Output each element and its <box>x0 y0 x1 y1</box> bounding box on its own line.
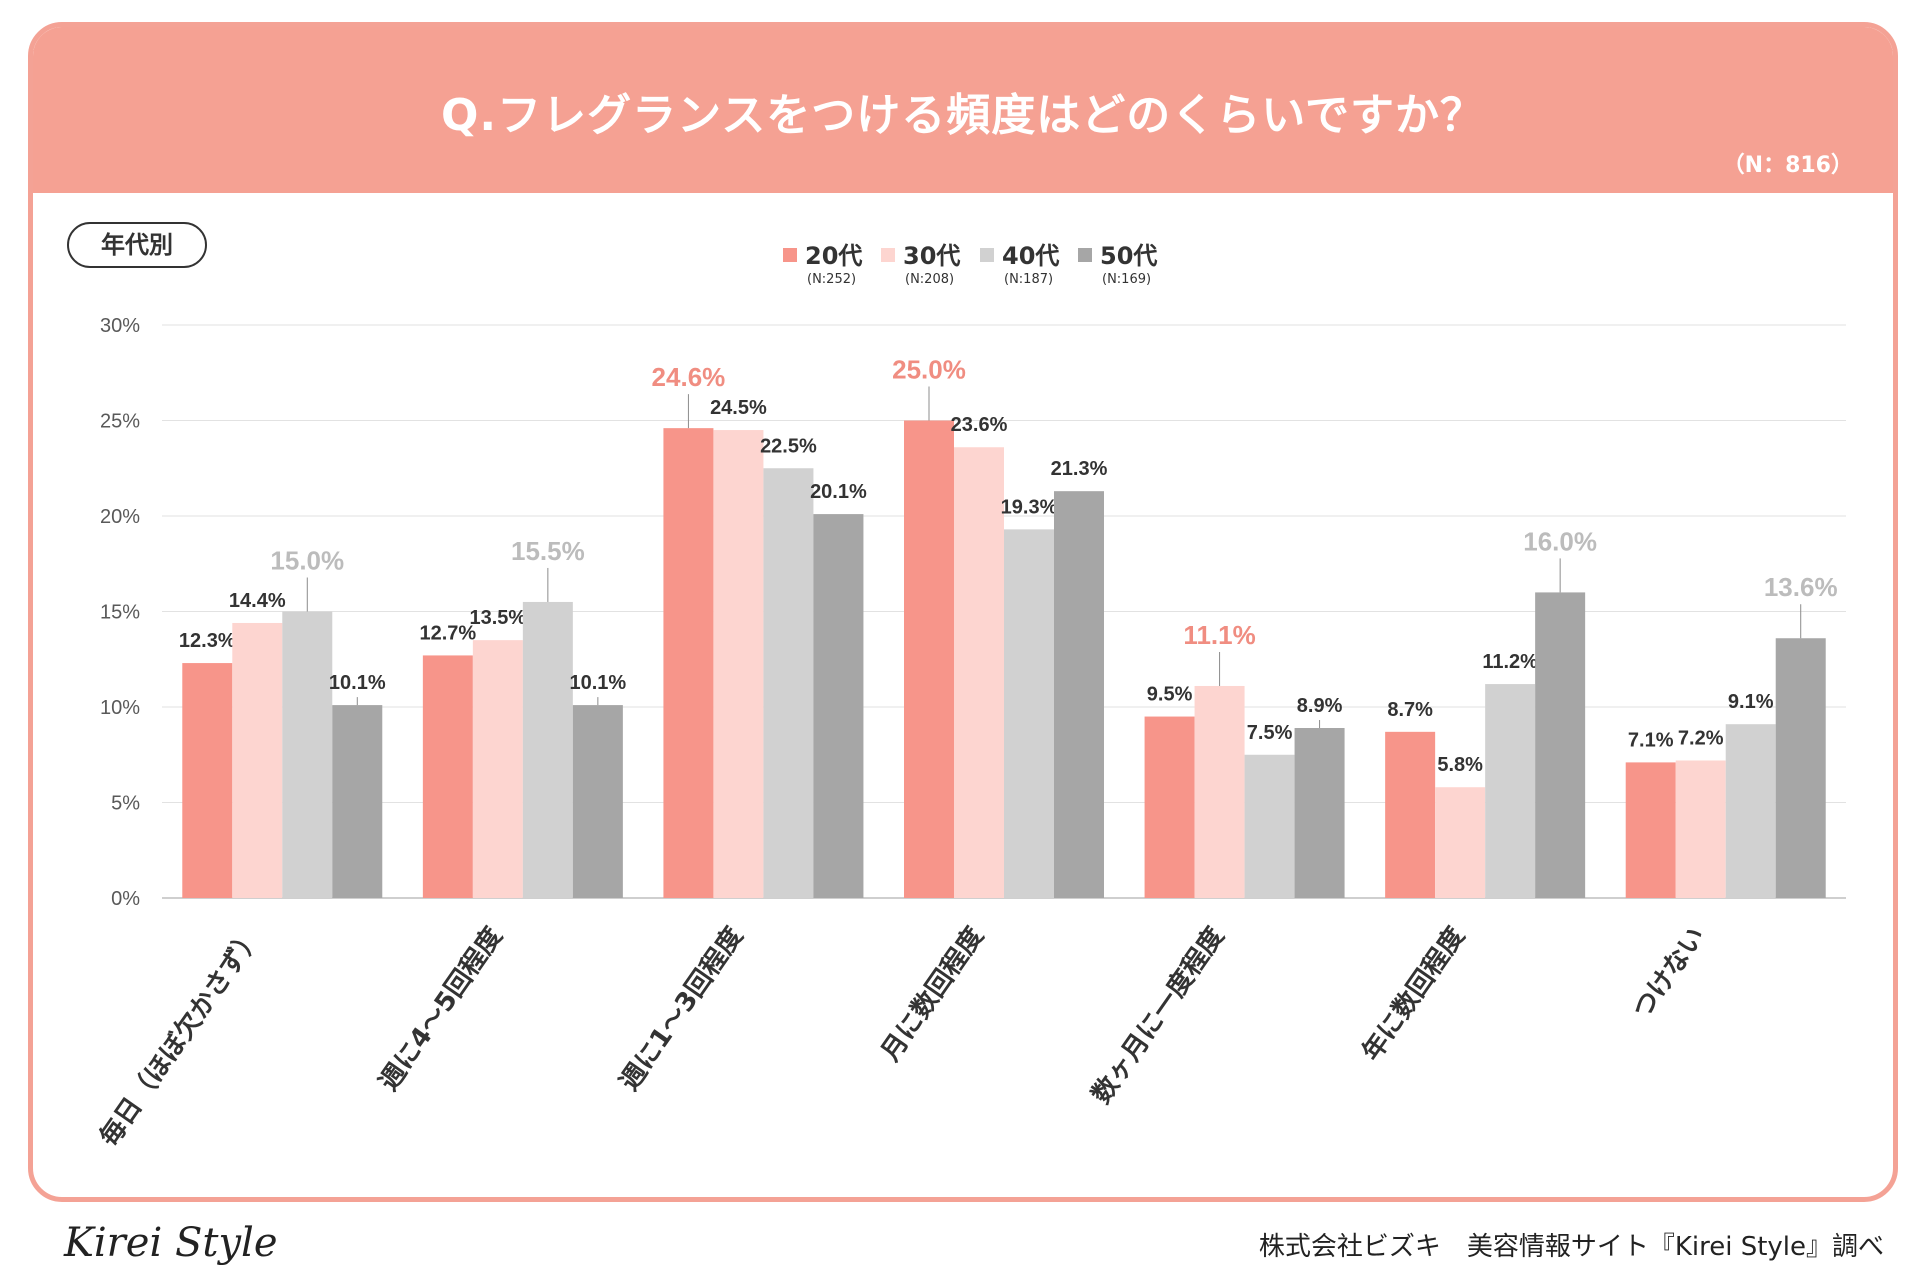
y-tick-label: 20% <box>100 506 140 528</box>
bar <box>1054 491 1104 898</box>
bar <box>954 447 1004 898</box>
bar <box>904 420 954 898</box>
y-tick-label: 5% <box>111 793 140 815</box>
bar <box>1725 724 1776 898</box>
x-category-label: 数ヶ月に一度程度 <box>1086 921 1231 1109</box>
x-category-label: つけない <box>1627 922 1711 1024</box>
bar <box>1294 728 1345 898</box>
bar <box>1435 787 1486 898</box>
highlight-data-label: 11.1% <box>1183 620 1255 650</box>
kirei-style-logo: Kirei Style <box>64 1220 278 1266</box>
x-category-label: 年に数回程度 <box>1356 921 1471 1067</box>
bar <box>1675 760 1726 898</box>
bar <box>472 640 523 898</box>
bar <box>663 428 714 898</box>
data-label: 10.1% <box>329 672 386 694</box>
data-label: 24.5% <box>710 397 767 419</box>
y-tick-label: 25% <box>100 411 140 433</box>
data-label: 13.5% <box>469 607 526 629</box>
y-tick-label: 0% <box>111 888 140 910</box>
bar <box>1144 716 1195 898</box>
data-label: 7.5% <box>1247 722 1293 744</box>
data-label: 23.6% <box>951 414 1008 436</box>
data-label: 22.5% <box>760 435 817 457</box>
survey-credit: 株式会社ビズキ 美容情報サイト『Kirei Style』調べ <box>1258 1232 1884 1262</box>
bar <box>522 601 573 898</box>
x-category-label: 週に1～3回程度 <box>614 921 750 1096</box>
legend-swatch <box>783 248 797 262</box>
bar <box>1244 754 1295 898</box>
bar <box>1004 529 1054 898</box>
legend-label: 30代 <box>903 242 960 270</box>
bar <box>713 430 764 898</box>
bar <box>1535 592 1586 898</box>
highlight-data-label: 15.5% <box>511 536 585 566</box>
legend-sample-size: (N:208) <box>905 272 954 287</box>
bar <box>572 705 623 898</box>
bar <box>232 622 283 898</box>
highlight-data-label: 16.0% <box>1523 526 1597 556</box>
data-label: 21.3% <box>1051 458 1108 480</box>
y-tick-label: 15% <box>100 602 140 624</box>
legend-sample-size: (N:187) <box>1004 272 1053 287</box>
data-label: 12.7% <box>419 622 476 644</box>
data-label: 8.9% <box>1297 695 1343 717</box>
data-label: 19.3% <box>1001 496 1058 518</box>
legend-sample-size: (N:169) <box>1102 272 1151 287</box>
header-banner: Q.フレグランスをつける頻度はどのくらいですか？ （N：816） <box>33 27 1893 193</box>
data-label: 12.3% <box>179 630 236 652</box>
x-category-label: 月に数回程度 <box>874 921 989 1067</box>
legend-sample-size: (N:252) <box>807 272 856 287</box>
y-tick-label: 10% <box>100 697 140 719</box>
data-label: 10.1% <box>569 672 626 694</box>
data-label: 7.1% <box>1628 729 1674 751</box>
data-label: 9.5% <box>1147 684 1193 706</box>
bar <box>1775 638 1826 898</box>
legend-label: 40代 <box>1002 242 1059 270</box>
bar <box>1485 684 1536 898</box>
legend-label: 50代 <box>1100 242 1157 270</box>
legend-label: 20代 <box>805 242 862 270</box>
data-label: 20.1% <box>810 481 867 503</box>
age-group-badge: 年代別 <box>67 222 207 268</box>
bar <box>182 663 233 898</box>
total-sample-size: （N：816） <box>1722 153 1853 178</box>
data-label: 7.2% <box>1678 727 1724 749</box>
bar <box>1385 731 1436 898</box>
legend-swatch <box>1078 248 1092 262</box>
data-label: 14.4% <box>229 590 286 612</box>
data-label: 5.8% <box>1437 754 1483 776</box>
bar <box>282 611 333 898</box>
page-title: Q.フレグランスをつける頻度はどのくらいですか？ <box>441 90 1485 141</box>
y-tick-label: 30% <box>100 315 140 337</box>
bar <box>332 705 383 898</box>
bar <box>763 468 814 898</box>
x-category-label: 毎日（ほぼ欠かさず） <box>93 921 268 1152</box>
bar <box>1625 762 1676 898</box>
highlight-data-label: 25.0% <box>892 355 966 385</box>
legend-swatch <box>881 248 895 262</box>
bar <box>422 655 473 898</box>
x-category-label: 週に4～5回程度 <box>373 921 509 1096</box>
bar <box>813 514 864 898</box>
data-label: 8.7% <box>1387 699 1433 721</box>
data-label: 9.1% <box>1728 691 1774 713</box>
highlight-data-label: 24.6% <box>652 362 726 392</box>
highlight-data-label: 13.6% <box>1764 572 1838 602</box>
highlight-data-label: 15.0% <box>270 546 344 576</box>
legend-swatch <box>980 248 994 262</box>
bar <box>1194 685 1245 898</box>
data-label: 11.2% <box>1482 651 1538 673</box>
